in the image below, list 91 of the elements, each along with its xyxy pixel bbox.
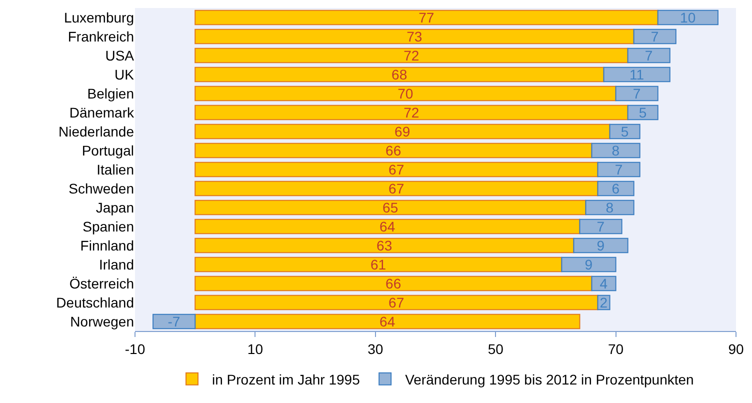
data-label: 9 <box>584 256 593 273</box>
x-tick-label: -10 <box>124 340 146 357</box>
bar <box>152 314 196 330</box>
bar <box>194 218 580 234</box>
bar <box>579 218 622 234</box>
y-tick-label: Dänemark <box>69 104 135 120</box>
bar <box>194 66 604 82</box>
x-tick-label: 90 <box>728 340 744 357</box>
data-label: 67 <box>388 162 404 178</box>
y-tick-label: Belgien <box>87 85 134 102</box>
y-tick-label: UK <box>114 66 135 82</box>
data-label: 8 <box>612 142 620 159</box>
data-label: 64 <box>380 218 396 235</box>
data-label: 63 <box>376 238 392 254</box>
data-label: 5 <box>620 124 629 140</box>
y-tick-label: Niederlande <box>58 123 134 140</box>
bar <box>194 256 562 272</box>
bar <box>194 200 586 216</box>
data-label: 6 <box>612 180 620 197</box>
y-tick-label: Frankreich <box>68 28 134 44</box>
data-label: 7 <box>632 86 641 102</box>
data-label: 72 <box>404 48 420 64</box>
bar <box>194 124 610 140</box>
y-tick-label: Irland <box>98 256 134 272</box>
bar <box>194 48 628 64</box>
y-tick-label: Italien <box>96 161 134 178</box>
bar <box>657 10 718 26</box>
data-label: 4 <box>600 276 608 292</box>
data-label: 5 <box>638 104 647 121</box>
y-tick-label: Norwegen <box>70 313 134 330</box>
bar <box>194 104 628 120</box>
bar <box>194 294 598 310</box>
bar <box>597 180 634 196</box>
y-tick-label: Deutschland <box>56 294 134 310</box>
data-label: 66 <box>386 276 402 292</box>
data-label: 70 <box>398 86 414 102</box>
legend-label: in Prozent im Jahr 1995 <box>212 371 360 388</box>
data-label: 10 <box>680 10 696 26</box>
data-label: 72 <box>404 104 420 121</box>
bar <box>627 48 670 64</box>
y-tick-label: Schweden <box>68 180 134 196</box>
data-label: 68 <box>392 66 408 83</box>
y-tick-label: Finnland <box>80 237 134 254</box>
y-tick-label: Portugal <box>82 142 134 158</box>
data-label: 69 <box>394 124 410 140</box>
x-tick-label: 30 <box>368 340 384 357</box>
x-tick-label: 10 <box>247 340 264 357</box>
bar <box>615 86 658 102</box>
data-label: 64 <box>380 314 396 330</box>
x-tick-label: 70 <box>608 340 624 357</box>
data-label: 67 <box>388 294 404 311</box>
bar <box>585 200 634 216</box>
bar <box>194 180 598 196</box>
bar <box>609 124 640 140</box>
bar <box>194 86 616 102</box>
data-label: 11 <box>629 66 644 83</box>
y-tick-label: Österreich <box>69 275 134 292</box>
bar <box>194 238 574 254</box>
y-tick-label: Spanien <box>82 218 134 234</box>
bar <box>603 66 670 82</box>
bar <box>627 104 658 120</box>
bar <box>633 28 676 44</box>
data-label: 2 <box>600 294 608 311</box>
bar <box>194 142 592 158</box>
bar <box>194 276 592 292</box>
bar <box>194 28 634 44</box>
data-label: 9 <box>596 238 605 254</box>
data-label: 7 <box>614 162 623 178</box>
y-tick-label: Luxemburg <box>64 9 134 26</box>
data-label: 7 <box>650 28 659 45</box>
data-label: 73 <box>406 28 422 45</box>
data-label: 61 <box>370 256 386 273</box>
y-tick-label: USA <box>105 47 135 64</box>
data-label: 8 <box>606 200 614 216</box>
data-label: 77 <box>418 10 434 26</box>
data-label: 7 <box>644 48 653 64</box>
bar <box>573 238 628 254</box>
data-label: 66 <box>386 142 402 159</box>
data-label: 67 <box>388 180 404 197</box>
bar <box>597 162 640 178</box>
data-label: -7 <box>168 314 180 330</box>
bar <box>591 142 640 158</box>
bar <box>194 10 658 26</box>
bar <box>561 256 616 272</box>
bar <box>194 162 598 178</box>
legend-label: Veränderung 1995 bis 2012 in Prozentpunkten <box>405 371 694 388</box>
data-label: 7 <box>596 218 605 235</box>
bar <box>194 314 580 330</box>
y-tick-label: Japan <box>96 199 134 216</box>
x-tick-label: 50 <box>488 340 504 357</box>
data-label: 65 <box>382 200 398 216</box>
